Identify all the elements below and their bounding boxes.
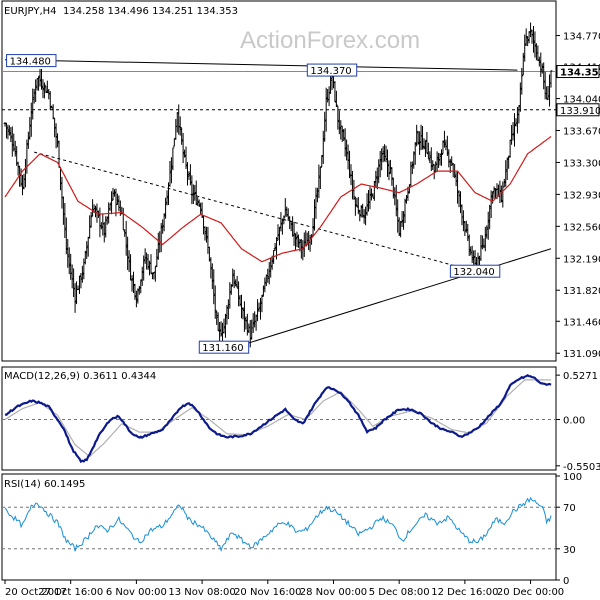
price-annotation-label: 134.480 (10, 57, 51, 68)
macd-tick-label: 0.5271 (563, 371, 598, 382)
rsi-line (4, 496, 552, 553)
main-chart-symbol: EURJPY,H4 (4, 6, 57, 17)
moving-average-line (4, 136, 552, 263)
time-tick-label: 20 Oct 2017 (5, 587, 67, 598)
ohlc-bar (213, 285, 217, 319)
price-annotation-box (306, 63, 358, 77)
price-annotation-box (6, 54, 57, 68)
ohlc-bar (318, 166, 322, 189)
main-chart-ohlc: 134.258 134.496 134.251 134.353 (63, 6, 238, 17)
ohlc-bar (43, 82, 46, 99)
price-annotation-label: 132.040 (453, 267, 494, 278)
ohlc-bar (334, 90, 338, 107)
ohlc-bar (292, 221, 296, 246)
price-tick-label: 132.560 (563, 222, 600, 233)
price-tick-label: 133.670 (563, 127, 600, 138)
ohlc-bar (440, 149, 443, 166)
price-annotation-label: 134.370 (310, 66, 351, 77)
dashed-level-box (556, 103, 600, 117)
price-annotation-label: 131.160 (202, 343, 243, 354)
price-tick-label: 133.300 (563, 158, 600, 169)
rsi-tick-label: 0 (563, 576, 569, 587)
ohlc-bar (178, 116, 182, 136)
ohlc-bar (282, 215, 286, 225)
price-tick-label: 134.040 (563, 95, 600, 106)
price-tick-label: 131.820 (563, 286, 600, 297)
macd-panel-frame (1, 366, 557, 471)
price-annotation-box (449, 264, 501, 278)
time-tick-label: 6 Nov 00:00 (106, 587, 167, 598)
macd-line (4, 373, 552, 464)
macd-tick-label: -0.5503 (563, 462, 600, 473)
rsi-tick-label: 100 (563, 472, 582, 483)
time-tick-label: 5 Dec 08:00 (369, 587, 430, 598)
trendline-falling-channel (34, 151, 476, 272)
macd-signal-line (4, 379, 551, 458)
macd-label: MACD(12,26,9) 0.3611 0.4344 (4, 371, 156, 382)
main-panel-frame (1, 0, 557, 362)
time-tick-label: 13 Nov 08:00 (168, 587, 235, 598)
rsi-label: RSI(14) 60.1495 (4, 479, 85, 490)
ohlc-bar (520, 67, 524, 95)
rsi-tick-label: 30 (563, 545, 576, 556)
time-tick-label: 20 Dec 00:00 (497, 587, 564, 598)
rsi-panel-frame (1, 473, 557, 581)
ohlc-bar (89, 211, 93, 228)
ohlc-bar (110, 191, 113, 215)
price-tick-label: 132.930 (563, 190, 600, 201)
price-tick-label: 131.090 (563, 349, 600, 360)
current-price-label: 134.353 (560, 68, 600, 79)
ohlc-bar (171, 147, 175, 171)
time-tick-label: 28 Nov 00:00 (300, 587, 367, 598)
trendline-resistance (4, 59, 518, 71)
price-tick-label: 132.190 (563, 254, 600, 265)
ohlc-bar (549, 70, 553, 88)
time-tick-label: 12 Dec 16:00 (431, 587, 498, 598)
dashed-level-label: 133.910 (560, 106, 600, 117)
time-tick-label: 20 Nov 16:00 (234, 587, 301, 598)
watermark: ActionForex.com (240, 27, 420, 54)
macd-tick-label: 0.00 (563, 416, 585, 427)
price-annotation-box (198, 340, 250, 354)
time-tick-label: 27 Oct 16:00 (38, 587, 103, 598)
price-tick-label: 131.460 (563, 317, 600, 328)
current-price-box (556, 65, 600, 79)
rsi-tick-label: 70 (563, 503, 576, 514)
price-tick-label: 134.770 (563, 32, 600, 43)
